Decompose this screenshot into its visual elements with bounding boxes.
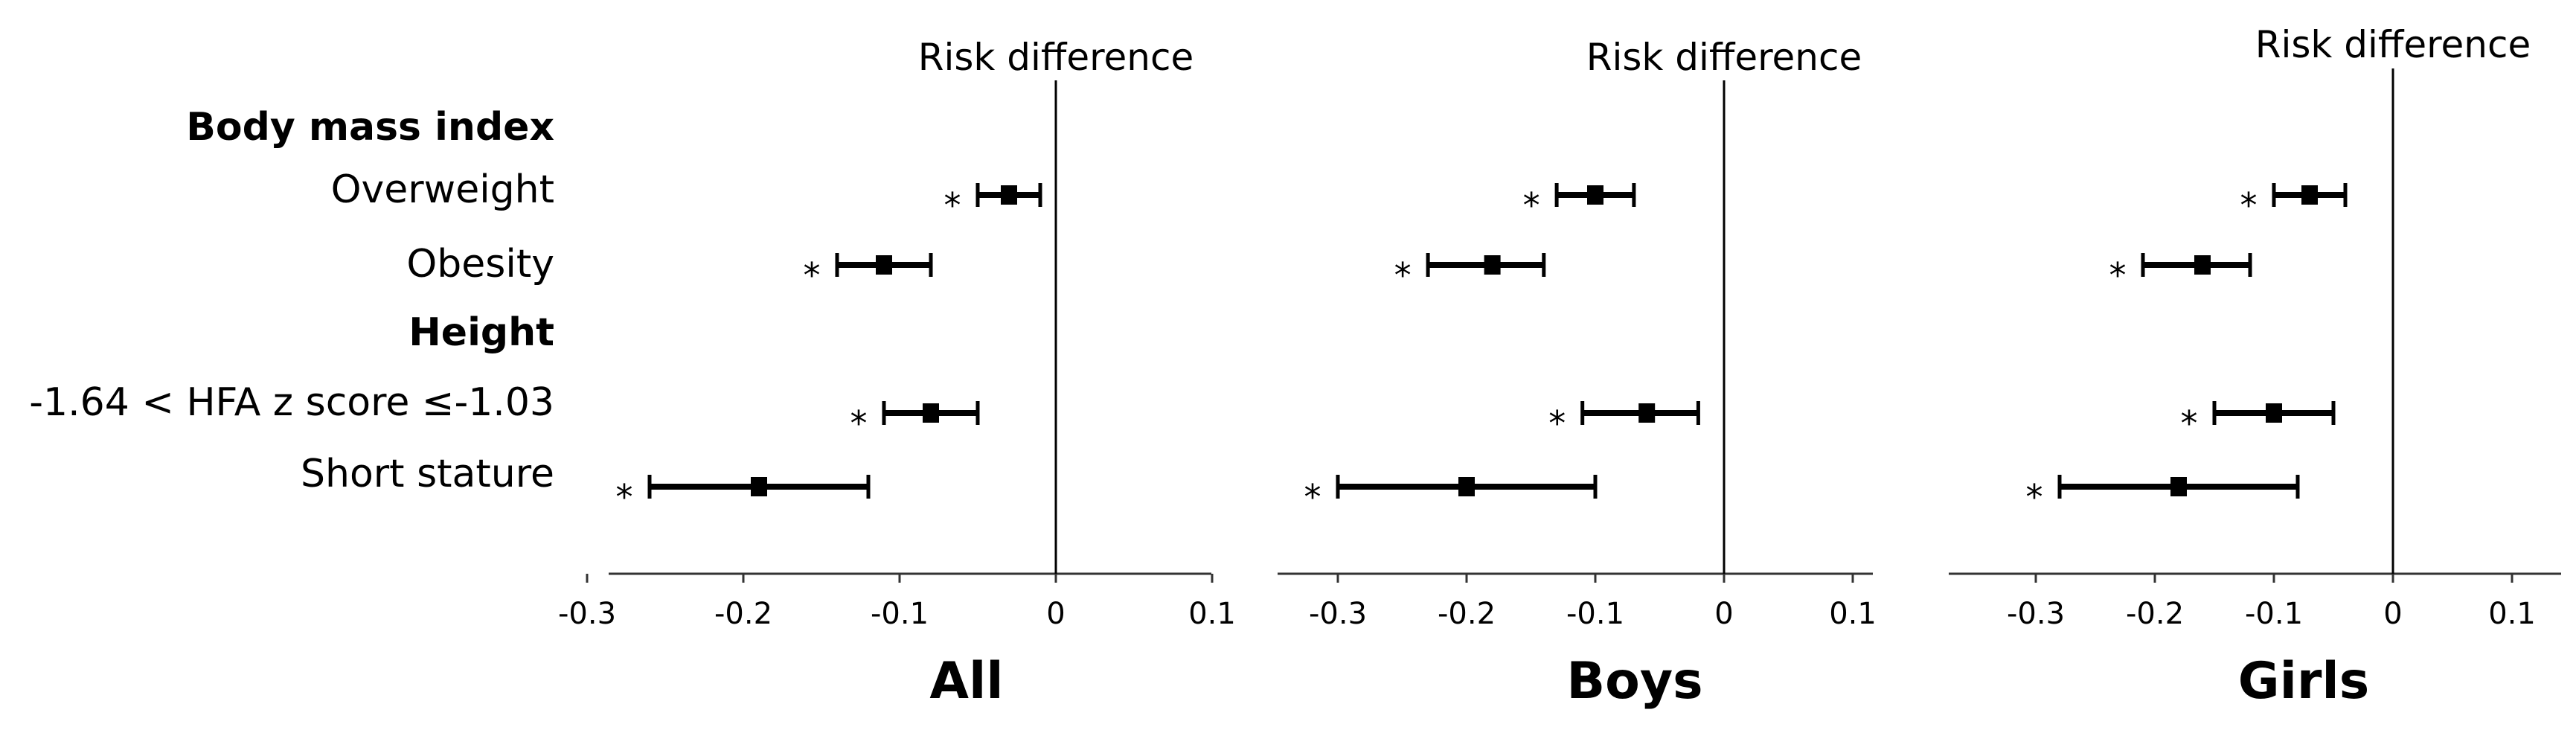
significance-marker: * [2181,403,2198,444]
x-tick-label: -0.3 [558,597,616,631]
significance-marker: * [1523,185,1540,225]
point-estimate [751,477,767,496]
reference-label: Risk difference [1586,36,1862,79]
x-tick-label: -0.1 [871,597,929,631]
x-tick-label: 0.1 [1188,597,1236,631]
significance-marker: * [2109,255,2127,295]
significance-marker: * [1304,477,1321,517]
significance-marker: * [2240,185,2258,225]
panel-title: All [929,652,1003,711]
row-label-height: Height [408,310,554,355]
x-tick-label: 0 [2383,597,2402,631]
row-labels: Body mass index Overweight Obesity Heigh… [29,105,554,496]
significance-marker: * [944,185,961,225]
significance-marker: * [850,403,868,444]
reference-label: Risk difference [918,36,1194,79]
x-tick-label: -0.1 [1566,597,1624,631]
point-estimate [1458,477,1475,496]
point-estimate [876,255,892,275]
row-label-short-stature: Short stature [301,452,554,496]
point-estimate [1001,185,1017,205]
significance-marker: * [616,477,633,517]
x-tick-label: -0.2 [1438,597,1496,631]
panel-girls: -0.3 -0.2 -0.1 0 0.1 Risk difference Girls * * * * [1949,23,2561,711]
row-label-hfa-z-score: -1.64 < HFA z score ≤-1.03 [29,380,554,425]
point-estimate [2194,255,2211,275]
x-tick-label: 0 [1046,597,1065,631]
point-estimate [923,403,939,423]
point-estimate [1484,255,1501,275]
significance-marker: * [1394,255,1412,295]
significance-marker: * [804,255,821,295]
point-estimate [2170,477,2187,496]
panel-boys: -0.3 -0.2 -0.1 0 0.1 Risk difference Boys * * * * [1278,36,1877,711]
reference-label: Risk difference [2255,23,2531,66]
row-label-overweight: Overweight [331,167,554,212]
point-estimate [2266,403,2282,423]
row-label-obesity: Obesity [406,242,554,287]
significance-marker: * [1548,403,1566,444]
row-label-body-mass-index: Body mass index [186,105,554,150]
x-tick-label: -0.3 [1309,597,1367,631]
panel-all: -0.3 -0.2 -0.1 0 0.1 Risk difference All * * * * [558,36,1236,711]
x-tick-label: 0.1 [1829,597,1877,631]
x-tick-label: 0 [1714,597,1733,631]
panel-title: Boys [1566,652,1702,711]
x-tick-label: -0.3 [2007,597,2065,631]
point-estimate [1638,403,1656,423]
point-estimate [2301,185,2318,205]
x-tick-label: -0.2 [2126,597,2184,631]
x-tick-label: -0.1 [2245,597,2303,631]
panel-title: Girls [2238,652,2369,711]
significance-marker: * [2026,477,2043,517]
point-estimate [1587,185,1603,205]
x-tick-label: 0.1 [2488,597,2536,631]
x-tick-label: -0.2 [714,597,772,631]
